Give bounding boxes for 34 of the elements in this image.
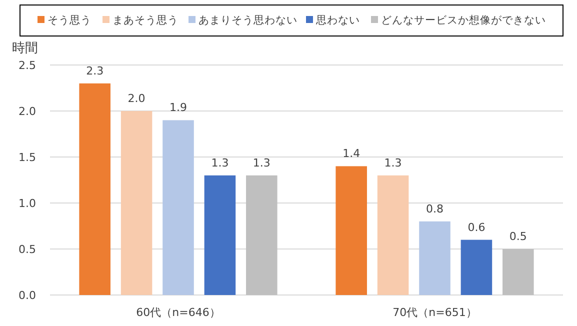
data-label: 1.3: [384, 156, 402, 170]
legend-label: そう思う: [48, 14, 92, 26]
y-axis-title: 時間: [12, 41, 38, 56]
x-tick-label: 60代（n=646）: [136, 306, 220, 319]
data-label: 1.3: [211, 156, 229, 170]
data-label: 1.4: [342, 147, 360, 160]
data-label: 0.5: [509, 230, 527, 243]
legend-label: まあそう思う: [112, 14, 178, 26]
data-label: 0.8: [426, 202, 444, 216]
legend-label: どんなサービスか想像ができない: [381, 14, 546, 26]
y-tick-label: 1.5: [18, 151, 36, 164]
bar: [162, 120, 194, 295]
data-label: 2.3: [86, 64, 104, 78]
bar: [120, 111, 152, 295]
data-label: 1.3: [252, 156, 270, 170]
y-tick-label: 0.5: [18, 243, 36, 256]
y-tick-label: 0.0: [18, 289, 36, 302]
y-tick-label: 2.5: [18, 59, 36, 72]
bar: [502, 249, 534, 295]
legend-label: あまりそう思わない: [198, 14, 298, 26]
bar: [419, 221, 450, 295]
data-label: 0.6: [468, 220, 486, 234]
data-label: 2.0: [128, 92, 146, 105]
x-tick-label: 70代（n=651）: [392, 306, 477, 319]
bar: [246, 175, 278, 295]
y-tick-label: 1.0: [18, 197, 36, 210]
y-tick-label: 2.0: [18, 105, 36, 118]
bar: [204, 175, 236, 295]
bar: [460, 240, 492, 295]
bar: [79, 83, 110, 295]
legend-label: 思わない: [315, 14, 360, 26]
data-label: 1.9: [170, 101, 187, 114]
bar: [377, 175, 409, 295]
bar: [336, 166, 367, 295]
